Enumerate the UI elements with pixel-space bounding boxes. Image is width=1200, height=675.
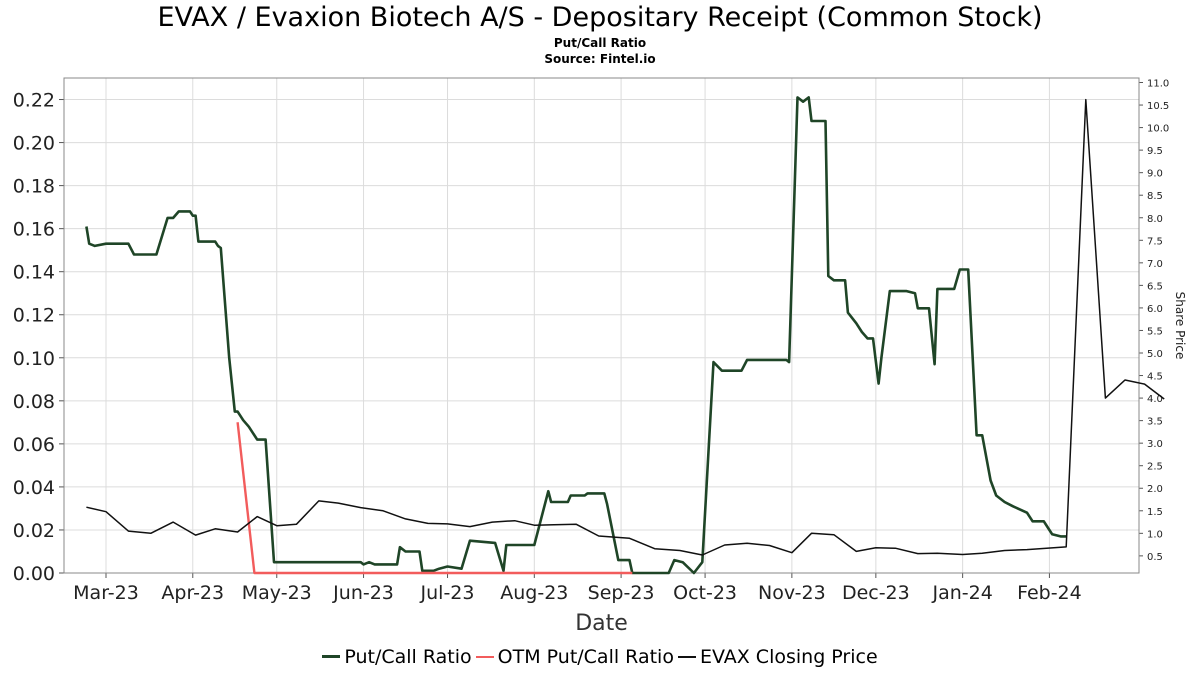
legend-label: EVAX Closing Price [699,646,878,668]
y2-tick-label: 2.0 [1147,484,1163,495]
x-tick-label: Nov-23 [758,582,826,604]
y-tick-label: 0.14 [13,262,55,284]
x-tick-label: Aug-23 [500,582,568,604]
x-tick-label: Feb-24 [1017,582,1082,604]
y2-tick-label: 11.0 [1147,79,1169,90]
y2-tick-label: 4.5 [1147,372,1163,383]
x-tick-label: Apr-23 [161,582,224,604]
y2-tick-label: 0.5 [1147,552,1163,563]
y-tick-label: 0.08 [13,391,55,413]
plot-area [64,78,1139,573]
y-tick-label: 0.10 [13,348,55,370]
legend-swatch [322,655,341,658]
put-call-chart: 0.00 0.02 0.04 0.06 0.08 0.10 0.12 0.14 0.16 0.18… [13,77,1187,636]
x-tick-label: Oct-23 [673,582,737,604]
chart-title: EVAX / Evaxion Biotech A/S - Depositary … [157,2,1043,33]
legend-item: EVAX Closing Price [677,646,878,668]
series-line-put-call-ratio [85,96,1067,575]
y2-tick-label: 6.5 [1147,281,1163,292]
chart-subtitle: Put/Call Ratio [553,36,647,50]
legend-label: OTM Put/Call Ratio [497,646,674,668]
y2-tick-label: 8.5 [1147,191,1163,202]
legend-swatch [677,655,696,658]
x-axis-label: Date [575,611,628,636]
legend-swatch [475,655,494,658]
y2-tick-label: 8.0 [1147,214,1163,225]
x-tick-label: Mar-23 [73,582,139,604]
legend-item: OTM Put/Call Ratio [475,646,674,668]
y-tick-label: 0.06 [13,434,55,456]
x-tick-label: Dec-23 [842,582,910,604]
y-tick-label: 0.00 [13,563,55,585]
x-tick-label: May-23 [242,582,312,604]
x-tick-label: Jan-24 [931,582,992,604]
y2-tick-label: 5.0 [1147,349,1163,360]
y2-tick-label: 10.0 [1147,124,1169,135]
y2-tick-label: 3.0 [1147,439,1163,450]
y2-tick-label: 4.0 [1147,394,1163,405]
y2-tick-label: 9.5 [1147,146,1163,157]
y-tick-label: 0.22 [13,90,55,112]
y-tick-label: 0.20 [13,133,55,155]
y2-axis-label: Share Price [1173,292,1187,360]
legend-item: Put/Call Ratio [322,646,472,668]
y-tick-label: 0.12 [13,305,55,327]
y2-tick-label: 5.5 [1147,326,1163,337]
y2-tick-label: 7.5 [1147,236,1163,247]
y2-tick-label: 7.0 [1147,259,1163,270]
y2-tick-label: 2.5 [1147,462,1163,473]
y2-tick-label: 10.5 [1147,101,1169,112]
y-tick-label: 0.16 [13,219,55,241]
y2-tick-label: 1.0 [1147,529,1163,540]
chart-legend: Put/Call Ratio OTM Put/Call Ratio EVAX Clo… [0,646,1200,668]
series-line-otm-put-call-ratio [236,422,633,575]
series-line-evax-closing-price [86,98,1165,556]
y2-tick-label: 1.5 [1147,507,1163,518]
y2-tick-label: 6.0 [1147,304,1163,315]
y-tick-label: 0.04 [13,477,55,499]
chart-source: Source: Fintel.io [544,52,656,66]
x-tick-label: Sep-23 [588,582,655,604]
y2-tick-label: 9.0 [1147,169,1163,180]
y2-tick-label: 3.5 [1147,417,1163,428]
y-tick-label: 0.18 [13,176,55,198]
legend-label: Put/Call Ratio [344,646,472,668]
x-tick-label: Jun-23 [332,582,394,604]
y-tick-label: 0.02 [13,520,55,542]
x-tick-label: Jul-23 [420,582,475,604]
